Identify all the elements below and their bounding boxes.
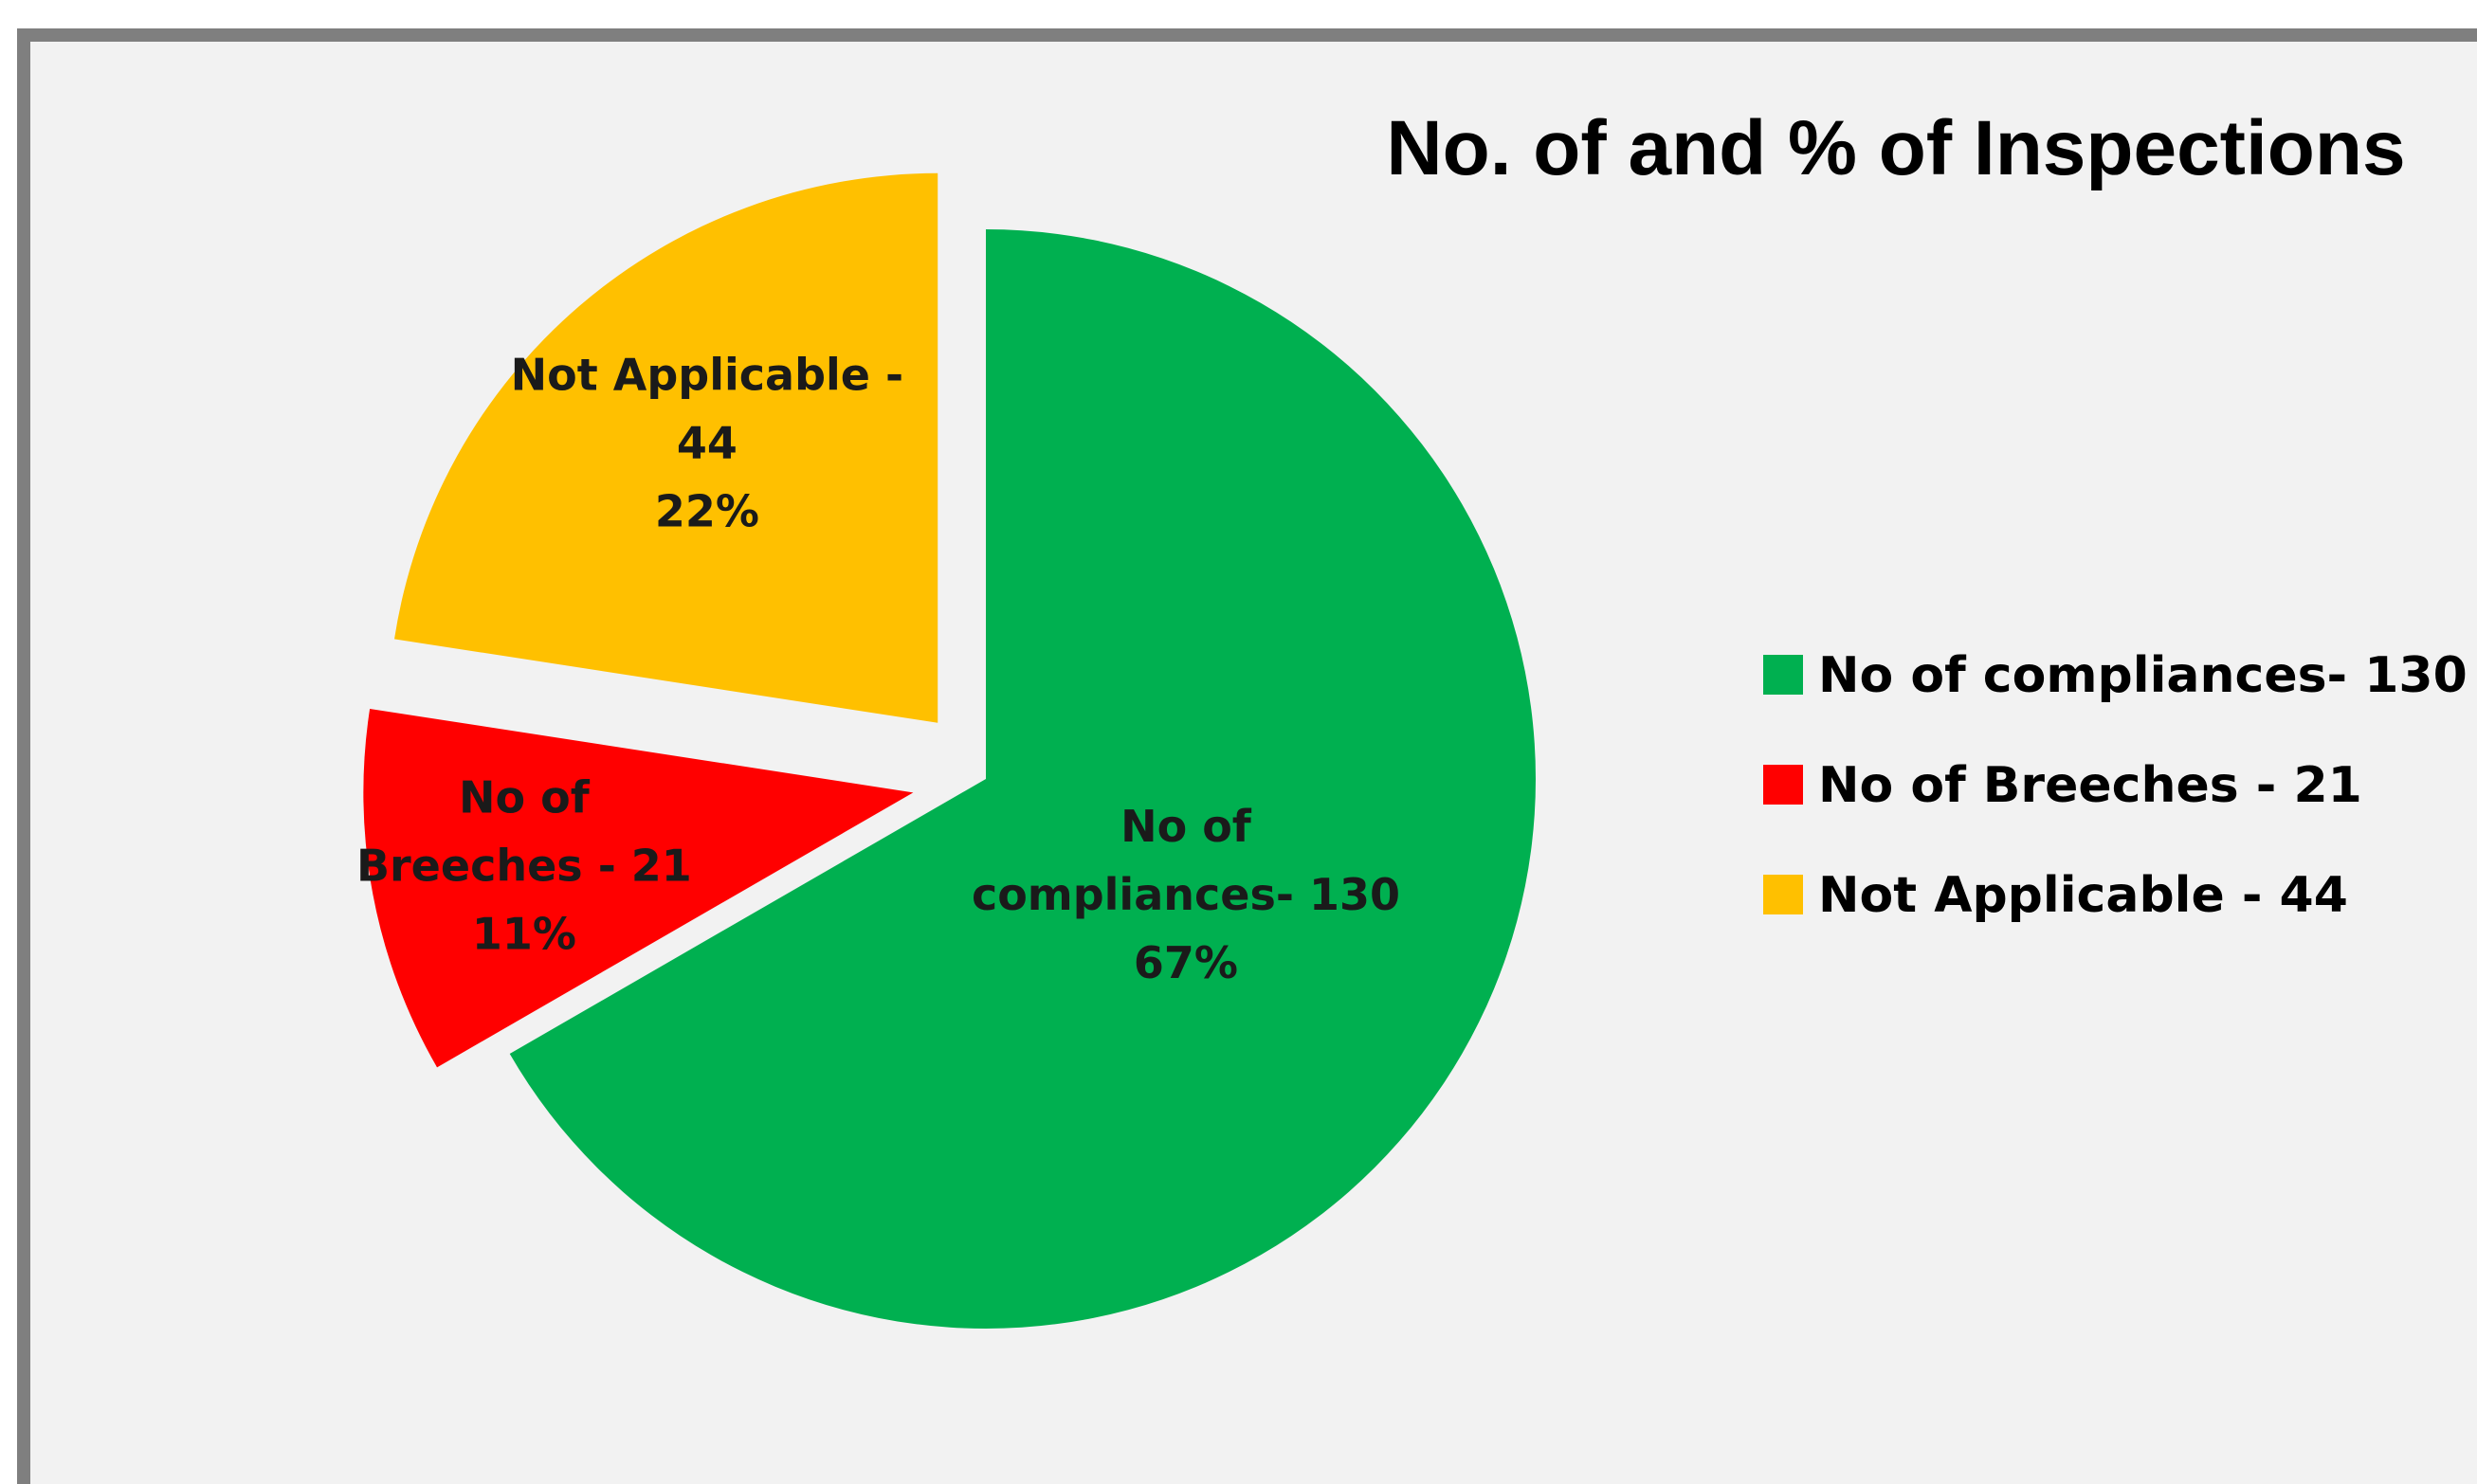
pie-slice-labels: No of compliances- 130 67% No of Breeches - … xyxy=(356,349,1400,988)
pie-slices xyxy=(363,172,1537,1329)
legend-label-no-of-compliances-130: No of compliances- 130 xyxy=(1818,647,2468,704)
slice-label-not-applicable-44-line-1: Not Applicable - xyxy=(511,349,903,400)
slice-label-no-of-breeches-21-line-3: 11% xyxy=(472,908,576,959)
pie-slice-no-of-breeches-21 xyxy=(363,708,914,1068)
slice-label-no-of-breeches-21-line-2: Breeches - 21 xyxy=(356,840,692,891)
legend-label-no-of-breeches-21: No of Breeches - 21 xyxy=(1818,757,2362,814)
pie-chart: No. of and % of Inspections No of complia… xyxy=(356,105,2468,1329)
legend-swatch-not-applicable-44 xyxy=(1763,875,1803,914)
chart-title: No. of and % of Inspections xyxy=(1386,105,2405,191)
legend: No of compliances- 130 No of Breeches - 2… xyxy=(1763,647,2468,924)
slice-label-not-applicable-44-line-2: 44 xyxy=(677,417,738,468)
legend-swatch-no-of-breeches-21 xyxy=(1763,765,1803,805)
legend-label-not-applicable-44: Not Applicable - 44 xyxy=(1818,867,2348,924)
legend-swatch-no-of-compliances-130 xyxy=(1763,655,1803,695)
chart-area: No. of and % of Inspections No of complia… xyxy=(17,28,2477,1484)
slice-label-no-of-compliances-130-line-1: No of xyxy=(1120,801,1252,852)
slice-label-no-of-breeches-21-line-1: No of xyxy=(459,771,591,823)
slice-label-no-of-compliances-130-line-2: compliances- 130 xyxy=(972,869,1400,920)
slice-label-no-of-compliances-130-line-3: 67% xyxy=(1134,937,1238,988)
pie-slice-no-of-compliances-130 xyxy=(509,229,1537,1329)
slice-label-not-applicable-44-line-3: 22% xyxy=(655,485,759,536)
pie-slice-not-applicable-44 xyxy=(394,172,938,723)
